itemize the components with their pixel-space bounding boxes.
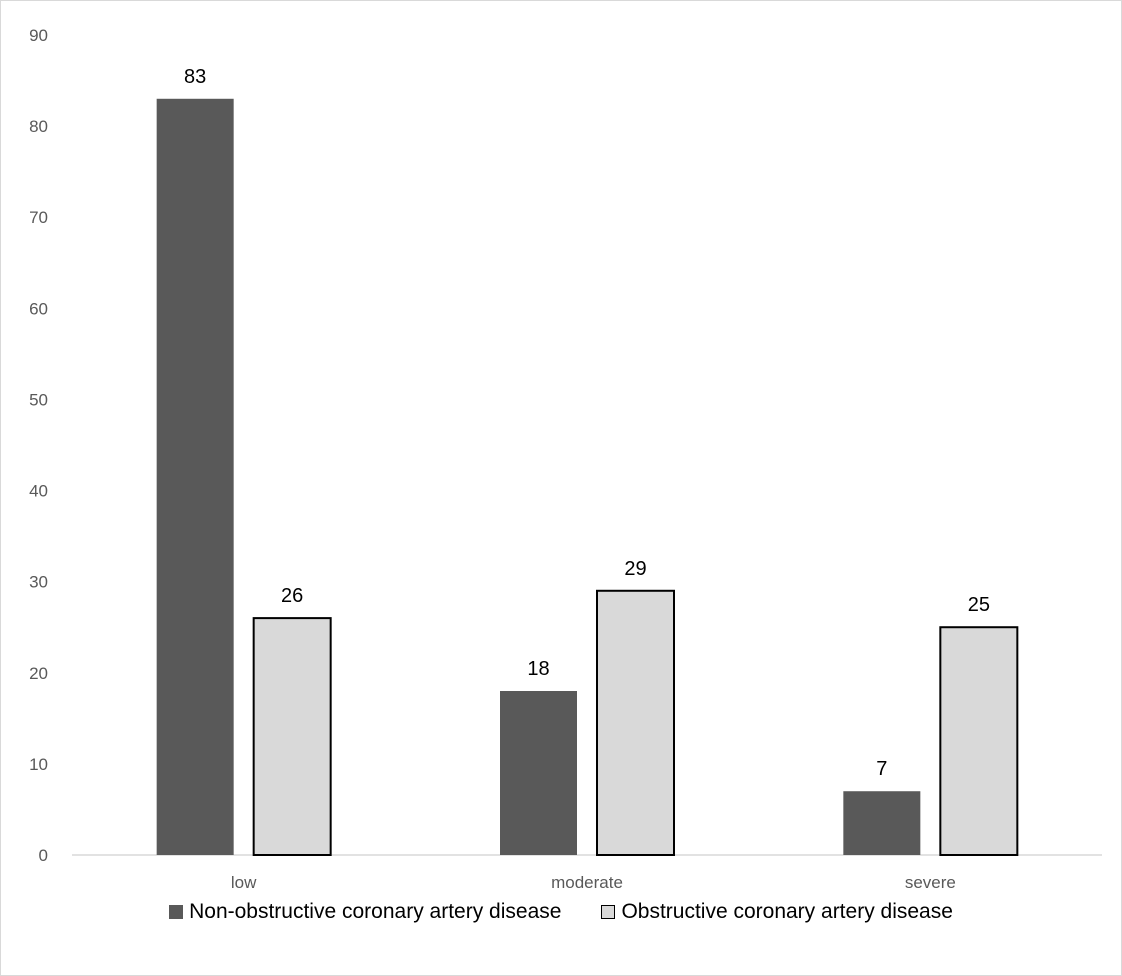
legend-item-series-1: Non-obstructive coronary artery disease (169, 900, 561, 924)
y-tick-label: 40 (29, 482, 48, 501)
legend-item-series-2: Obstructive coronary artery disease (601, 900, 953, 924)
data-label: 25 (968, 594, 990, 616)
x-tick-label: low (231, 873, 257, 892)
bar-obstructive (596, 589, 675, 856)
legend: Non-obstructive coronary artery disease … (0, 900, 1122, 924)
x-tick-label: severe (905, 873, 956, 892)
legend-swatch-obstructive (601, 905, 616, 919)
legend-label-obstructive: Obstructive coronary artery disease (621, 900, 953, 923)
data-label: 7 (876, 758, 887, 780)
bar-non-obstructive (843, 791, 921, 855)
y-tick-label: 90 (29, 26, 48, 45)
y-tick-label: 50 (29, 390, 48, 409)
bar-non-obstructive (156, 98, 234, 856)
y-tick-label: 0 (39, 846, 48, 865)
data-label: 83 (184, 66, 206, 88)
y-tick-label: 60 (29, 299, 48, 318)
bar-obstructive (252, 617, 332, 856)
data-label: 18 (527, 658, 549, 680)
bar-non-obstructive (500, 691, 577, 855)
x-tick-label: moderate (551, 873, 623, 892)
y-tick-label: 30 (29, 573, 48, 592)
y-tick-label: 80 (29, 117, 48, 136)
data-label: 29 (624, 558, 646, 580)
y-tick-label: 20 (29, 664, 48, 683)
bar-obstructive (939, 626, 1019, 856)
legend-swatch-non-obstructive (169, 905, 184, 919)
y-tick-label: 70 (29, 208, 48, 227)
legend-label-non-obstructive: Non-obstructive coronary artery disease (189, 900, 562, 923)
y-tick-label: 10 (29, 755, 48, 774)
data-label: 26 (281, 585, 303, 607)
